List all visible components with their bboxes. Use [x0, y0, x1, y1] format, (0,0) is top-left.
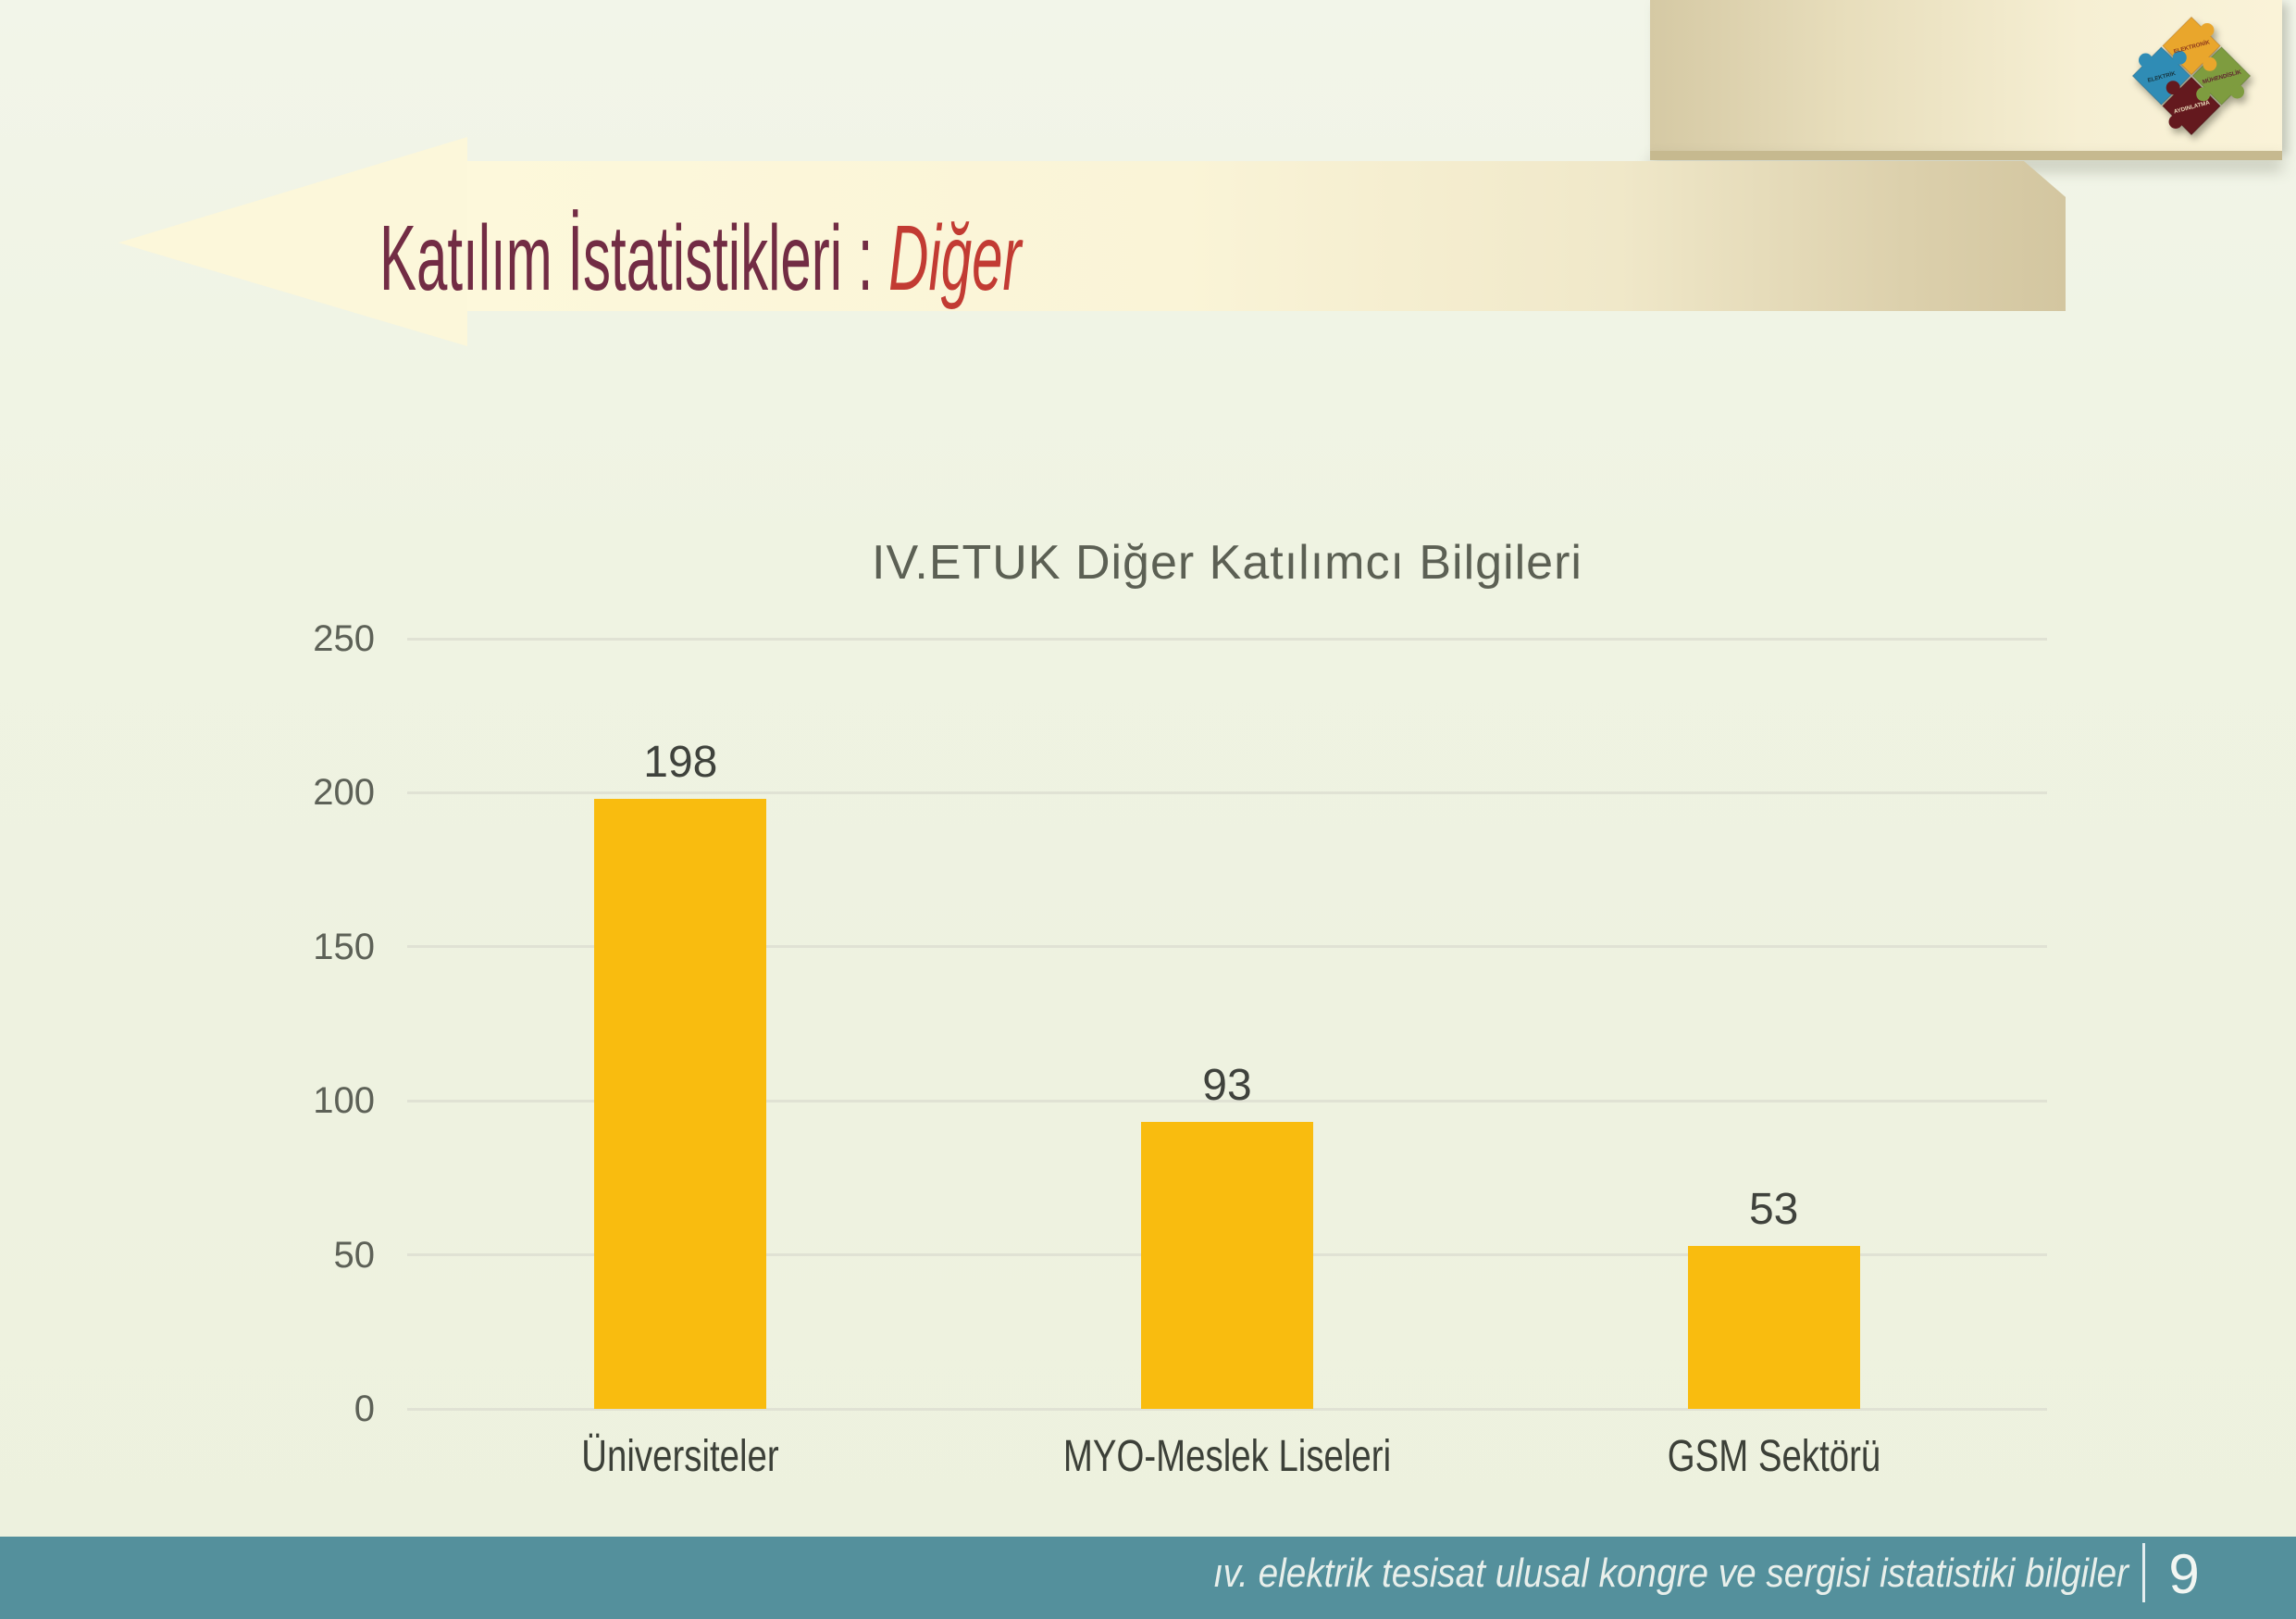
- bar-value-label: 93: [1202, 1061, 1252, 1111]
- puzzle-knob: [2166, 81, 2180, 95]
- y-axis-tick-label: 0: [354, 1389, 375, 1429]
- puzzle-knob: [2139, 53, 2153, 68]
- footer-text: ıv. elektrik tesisat ulusal kongre ve se…: [1212, 1551, 2128, 1596]
- category-label: Üniversiteler: [581, 1432, 780, 1481]
- puzzle-knob: [2196, 87, 2211, 102]
- y-axis-tick-label: 50: [333, 1234, 376, 1276]
- gridline: [407, 1407, 2047, 1411]
- bar: [1687, 1245, 1860, 1409]
- page-title-accent: Diğer: [888, 206, 1022, 310]
- bar-value-label: 53: [1748, 1184, 1799, 1234]
- chart-title: IV.ETUK Diğer Katılımcı Bilgileri: [872, 536, 1582, 590]
- y-axis-tick-label: 100: [313, 1080, 375, 1122]
- page-number: 9: [2168, 1543, 2200, 1605]
- gridline: [407, 1099, 2047, 1102]
- puzzle-knob: [2172, 50, 2187, 65]
- category-label: MYO-Meslek Liseleri: [1062, 1432, 1392, 1481]
- footer-divider: [2142, 1543, 2145, 1602]
- bar: [1141, 1122, 1313, 1409]
- puzzle-knob: [2229, 84, 2244, 99]
- gridline: [407, 637, 2047, 641]
- title-banner: [463, 161, 2066, 311]
- org-logo: ELEKTRONİK MÜHENDİSLİK ELEKTRİK AYDINLAT…: [2131, 16, 2252, 136]
- bar-value-label: 198: [643, 738, 718, 788]
- puzzle-knob: [2203, 56, 2217, 71]
- y-axis-tick-label: 200: [313, 772, 375, 814]
- gridline: [407, 791, 2047, 794]
- footer-bar: [0, 1537, 2296, 1619]
- puzzle-knob: [2200, 23, 2215, 38]
- puzzle-knob: [2168, 114, 2183, 129]
- top-right-tab-edge: [1650, 151, 2282, 160]
- category-label: GSM Sektörü: [1667, 1432, 1880, 1481]
- y-axis-tick-label: 250: [313, 618, 375, 659]
- page-title-main: Katılım İstatistikleri :: [379, 206, 889, 310]
- page-title: Katılım İstatistikleri : Diğer: [379, 209, 1021, 311]
- gridline: [407, 945, 2047, 949]
- y-axis-tick-label: 150: [313, 926, 375, 967]
- bar: [594, 799, 767, 1409]
